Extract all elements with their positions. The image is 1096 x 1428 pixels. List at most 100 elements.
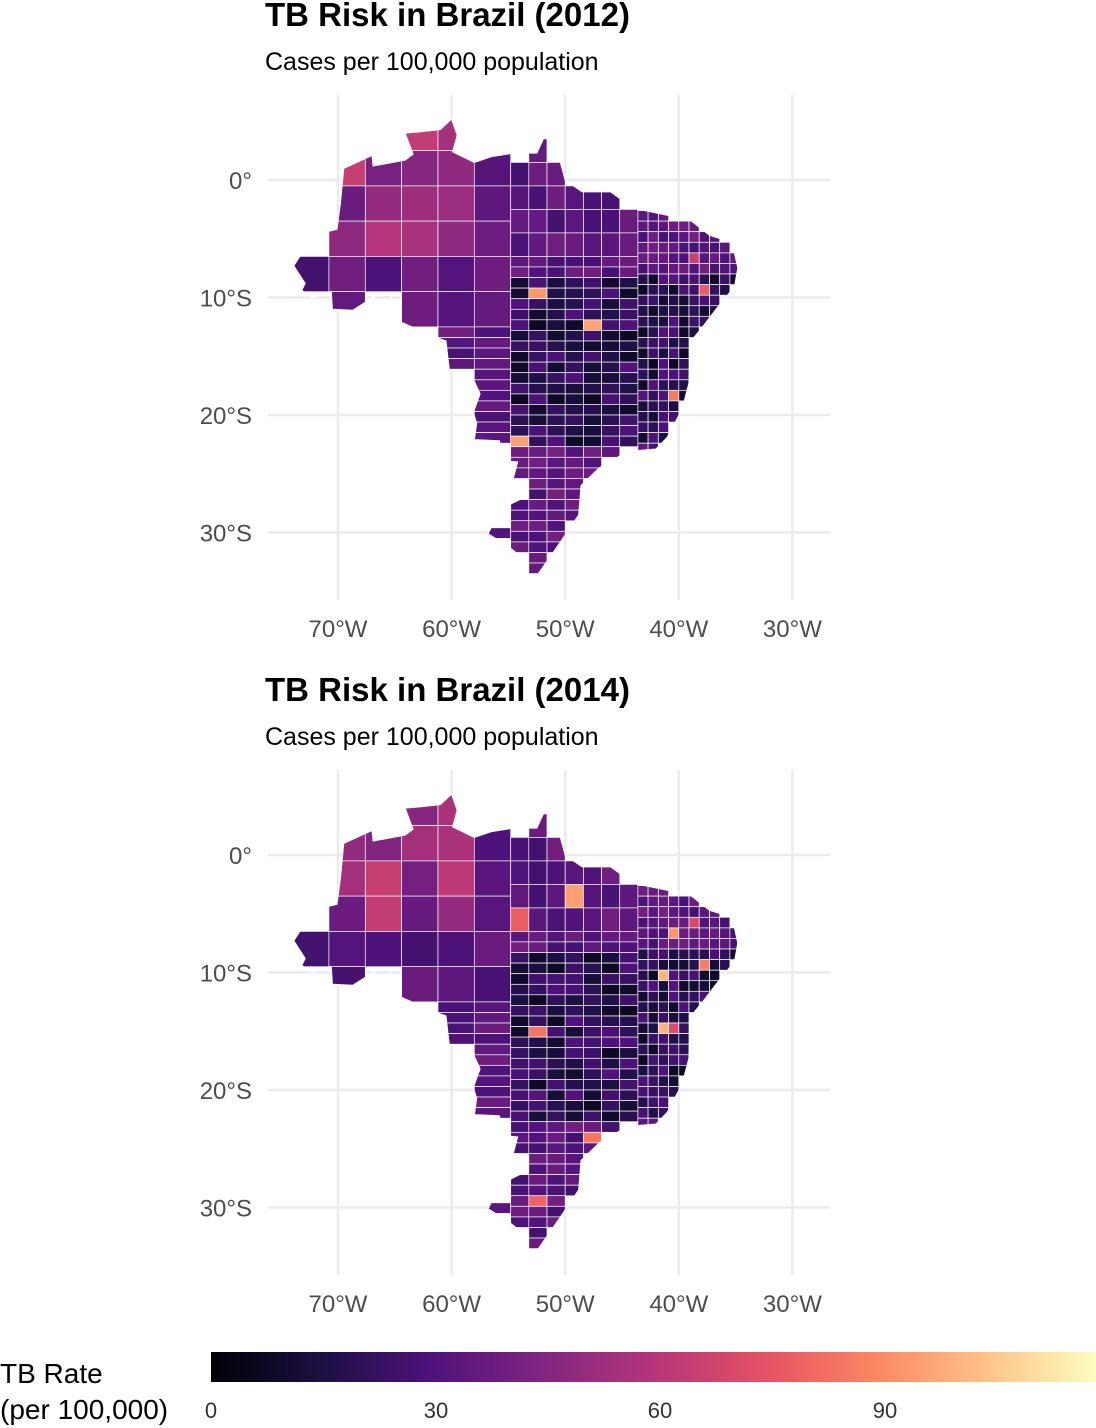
municipality (658, 210, 669, 222)
municipality (528, 1195, 548, 1207)
municipality (698, 305, 710, 317)
municipality (729, 263, 738, 275)
municipality (510, 994, 530, 1006)
municipality (658, 411, 669, 423)
municipality (510, 1026, 530, 1038)
municipality (678, 284, 690, 296)
municipality (546, 404, 566, 416)
municipality (437, 347, 475, 359)
municipality (647, 1075, 659, 1087)
municipality (510, 393, 530, 405)
municipality (546, 425, 566, 437)
legend-title-line1: TB Rate (0, 1358, 103, 1389)
municipality (709, 252, 721, 264)
municipality (647, 241, 659, 254)
municipality (647, 1064, 659, 1077)
legend-tick-label: 90 (872, 1398, 898, 1423)
municipality (437, 931, 475, 968)
municipality (473, 1033, 512, 1045)
municipality (328, 185, 366, 222)
municipality (637, 305, 649, 317)
municipality (546, 266, 566, 278)
municipality (364, 860, 403, 897)
municipality (601, 884, 621, 909)
x-axis-tick-label: 30°W (763, 616, 822, 643)
municipality (647, 1054, 659, 1066)
municipality (583, 1142, 602, 1154)
municipality (473, 220, 512, 257)
municipality (564, 308, 584, 321)
municipality (510, 1047, 530, 1059)
municipality (528, 308, 548, 321)
municipality (401, 966, 439, 1003)
legend-title: TB Rate (per 100,000) (0, 1356, 168, 1428)
municipality (583, 287, 602, 300)
municipality (601, 1110, 621, 1123)
municipality (601, 952, 621, 964)
municipality (528, 520, 548, 532)
municipality (546, 1015, 566, 1027)
municipality (473, 411, 512, 423)
municipality (401, 860, 439, 897)
x-axis-tick-label: 70°W (309, 1291, 368, 1318)
municipality (678, 252, 690, 264)
municipality (437, 860, 475, 897)
x-axis-tick-label: 50°W (536, 1291, 595, 1318)
municipality (668, 959, 680, 971)
municipality (678, 273, 690, 285)
municipality (601, 931, 621, 943)
municipality (668, 969, 680, 982)
municipality (637, 263, 649, 275)
municipality (668, 1064, 680, 1077)
municipality (437, 1001, 475, 1013)
municipality (546, 1205, 566, 1218)
municipality (658, 969, 669, 982)
municipality (510, 1057, 530, 1070)
municipality (658, 938, 669, 950)
municipality (564, 1026, 584, 1038)
municipality (364, 220, 403, 257)
municipality (528, 1005, 548, 1017)
country-outline (292, 117, 739, 577)
municipality (678, 231, 690, 243)
municipality (473, 1043, 512, 1056)
municipality (619, 308, 639, 321)
municipality (658, 347, 669, 359)
municipality (637, 916, 649, 929)
municipality (510, 277, 530, 289)
municipality (601, 425, 621, 437)
municipality (719, 927, 731, 939)
municipality (510, 1100, 530, 1112)
municipality (564, 1184, 584, 1197)
municipality (437, 358, 475, 370)
municipality (678, 337, 690, 349)
municipality (619, 907, 639, 932)
municipality (719, 252, 731, 264)
municipality (528, 287, 548, 300)
municipality (637, 969, 649, 982)
municipality (528, 994, 548, 1006)
municipality (510, 446, 530, 458)
y-axis-tick-label: 10°S (200, 961, 252, 988)
municipality (564, 287, 584, 300)
municipality (528, 435, 548, 448)
municipality (583, 185, 602, 210)
municipality (583, 425, 602, 437)
municipality (583, 435, 602, 448)
municipality (583, 1057, 602, 1070)
municipality (601, 1026, 621, 1038)
municipality (619, 330, 639, 342)
municipality (528, 330, 548, 342)
municipality (601, 209, 621, 234)
municipality (528, 319, 548, 331)
municipality (583, 860, 602, 885)
municipality (546, 541, 566, 553)
municipality (637, 252, 649, 264)
municipality (528, 1057, 548, 1070)
municipality (647, 990, 659, 1003)
municipality (528, 860, 548, 885)
municipality (546, 308, 566, 321)
municipality (658, 980, 669, 992)
municipality (709, 927, 721, 939)
municipality (473, 358, 512, 370)
